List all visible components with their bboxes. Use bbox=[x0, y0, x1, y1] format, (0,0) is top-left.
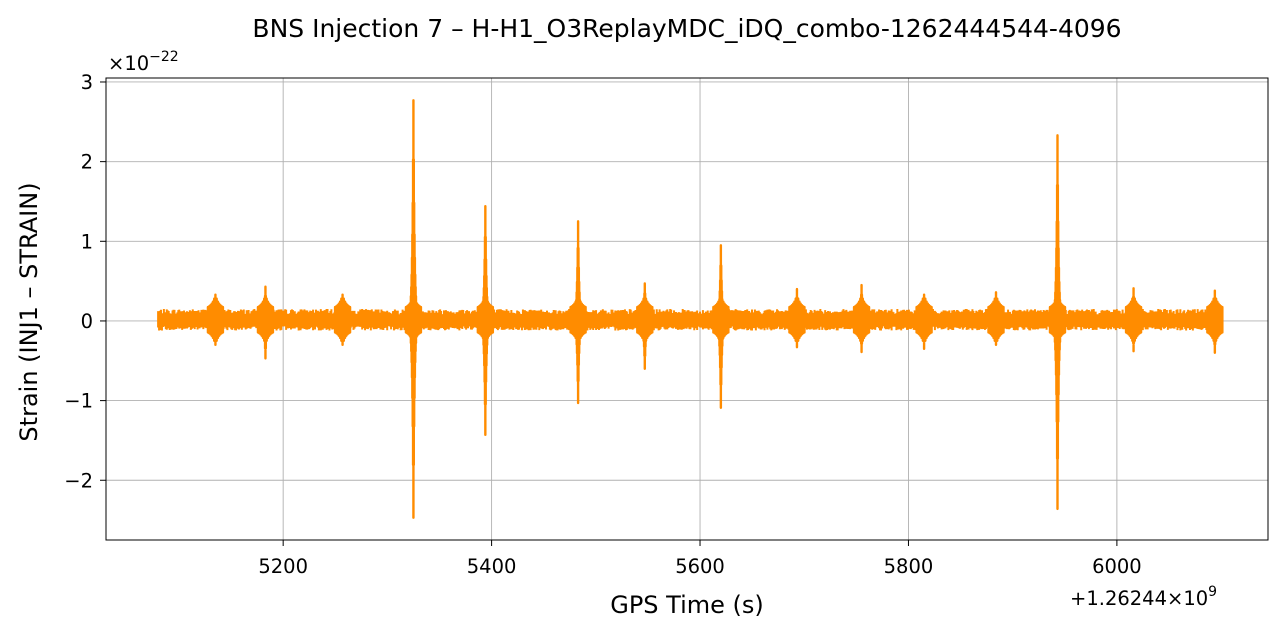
strain-spike bbox=[476, 205, 495, 437]
series-strain bbox=[157, 99, 1224, 519]
y-tick-label: −1 bbox=[64, 390, 93, 413]
y-tick-label: 0 bbox=[81, 310, 93, 333]
y-multiplier-base: ×10 bbox=[108, 52, 149, 75]
strain-spike bbox=[987, 291, 1005, 347]
y-tick-label: −2 bbox=[64, 469, 93, 492]
x-tick-label: 6000 bbox=[1092, 555, 1142, 578]
strain-spike bbox=[852, 283, 871, 354]
x-offset-exponent: 9 bbox=[1208, 584, 1217, 600]
strain-spike bbox=[636, 282, 654, 370]
y-multiplier: ×10−22 bbox=[108, 49, 179, 75]
strain-spike bbox=[206, 293, 225, 347]
strain-spike bbox=[1206, 289, 1224, 355]
y-tick-label: 2 bbox=[81, 151, 93, 174]
strain-spike bbox=[569, 220, 587, 405]
strain-spike bbox=[1124, 287, 1143, 353]
strain-spike bbox=[404, 99, 423, 519]
y-multiplier-exponent: −22 bbox=[149, 49, 179, 65]
strain-spike bbox=[712, 244, 730, 409]
x-tick-label: 5600 bbox=[675, 555, 725, 578]
x-offset-base: +1.26244×10 bbox=[1070, 587, 1208, 610]
x-axis-ticks: 5200 5400 5600 5800 6000 bbox=[258, 540, 1142, 578]
strain-spike bbox=[915, 293, 933, 351]
strain-spike bbox=[788, 287, 806, 349]
y-tick-label: 3 bbox=[81, 71, 93, 94]
y-axis-ticks: −2 −1 0 1 2 3 bbox=[64, 71, 106, 492]
strain-spike bbox=[256, 285, 275, 360]
y-tick-label: 1 bbox=[81, 230, 93, 253]
strain-spike bbox=[1048, 134, 1067, 511]
chart-title: BNS Injection 7 – H-H1_O3ReplayMDC_iDQ_c… bbox=[252, 14, 1121, 43]
y-axis-label: Strain (INJ1 – STRAIN) bbox=[15, 182, 43, 441]
x-offset: +1.26244×109 bbox=[1070, 584, 1217, 610]
x-tick-label: 5400 bbox=[467, 555, 517, 578]
grid bbox=[106, 78, 1268, 540]
x-tick-label: 5200 bbox=[258, 555, 308, 578]
x-axis-label: GPS Time (s) bbox=[610, 591, 764, 619]
x-tick-label: 5800 bbox=[884, 555, 934, 578]
plot-frame bbox=[105, 77, 1269, 541]
strain-spike bbox=[333, 293, 352, 347]
